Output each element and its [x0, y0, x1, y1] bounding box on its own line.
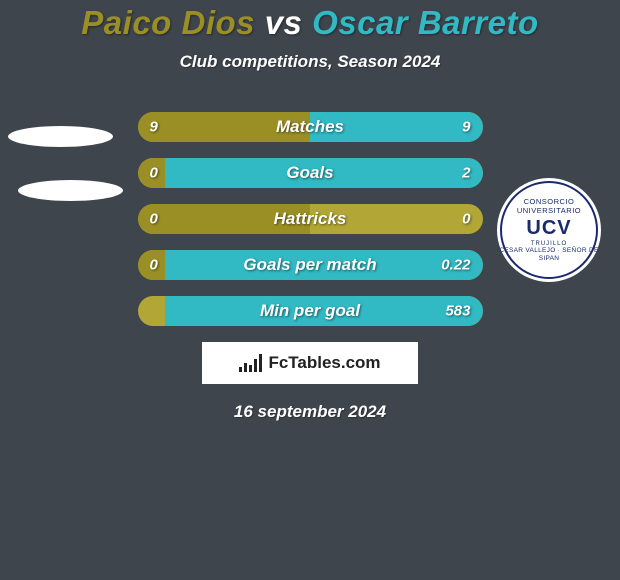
player-left-name: Paico Dios: [81, 4, 255, 41]
stat-row: Goals 0 2: [138, 158, 483, 188]
fctables-text: FcTables.com: [268, 353, 380, 373]
stat-value-right: 583: [445, 303, 470, 320]
page-title: Paico Dios vs Oscar Barreto: [0, 4, 620, 42]
subtitle: Club competitions, Season 2024: [0, 52, 620, 72]
stat-label: Goals: [286, 163, 333, 183]
stat-label: Matches: [276, 117, 344, 137]
stat-value-right: 0: [462, 211, 470, 228]
stat-rows: Matches99Goals02Hattricks00Goals per mat…: [138, 112, 483, 326]
infographic-root: Paico Dios vs Oscar Barreto Club competi…: [0, 0, 620, 580]
stat-value-right: 9: [462, 119, 470, 136]
stat-row: Min per goal 583: [138, 296, 483, 326]
stats-section: Matches99Goals02Hattricks00Goals per mat…: [0, 112, 620, 422]
stat-row: Matches 9 9: [138, 112, 483, 142]
stat-value-left: 0: [150, 211, 158, 228]
vs-separator: vs: [255, 4, 312, 41]
date-text: 16 september 2024: [0, 402, 620, 422]
player-right-name: Oscar Barreto: [312, 4, 539, 41]
stat-value-left: 9: [150, 119, 158, 136]
bar-chart-icon: [239, 354, 262, 372]
stat-label: Goals per match: [243, 255, 376, 275]
stat-row: Goals per match 0 0.22: [138, 250, 483, 280]
stat-value-right: 0.22: [441, 257, 470, 274]
fctables-logo: FcTables.com: [202, 342, 418, 384]
stat-value-left: 0: [150, 165, 158, 182]
stat-value-right: 2: [462, 165, 470, 182]
stat-value-left: 0: [150, 257, 158, 274]
stat-row: Hattricks 0 0: [138, 204, 483, 234]
stat-label: Min per goal: [260, 301, 360, 321]
stat-label: Hattricks: [274, 209, 347, 229]
